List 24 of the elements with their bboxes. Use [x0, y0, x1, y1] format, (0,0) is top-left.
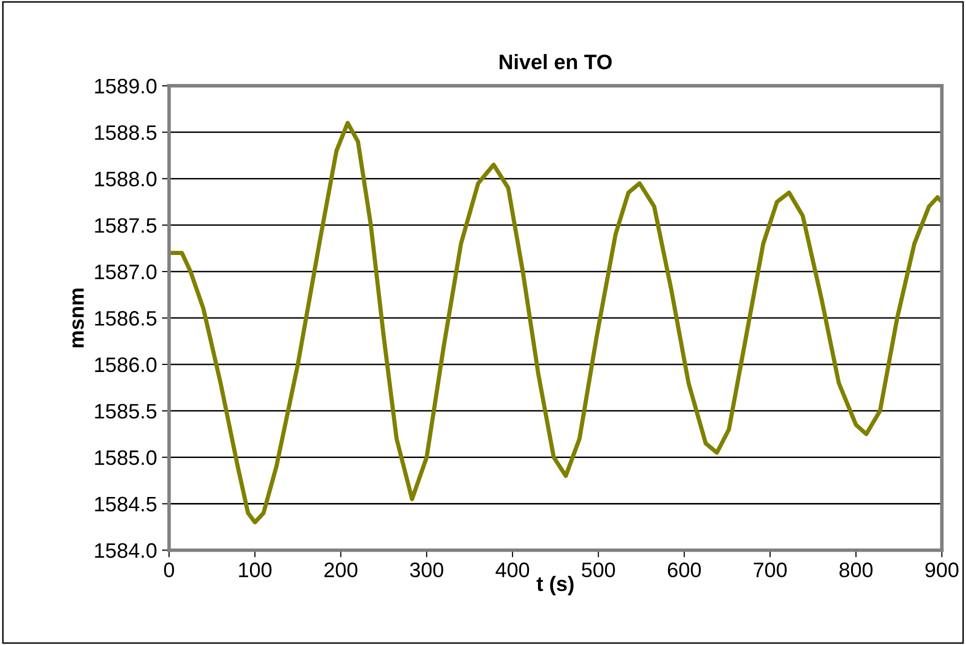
x-tick-label: 200	[324, 562, 358, 578]
y-tick-label: 1585.5	[95, 404, 156, 419]
x-axis-title: t (s)	[536, 576, 574, 596]
y-tick-label: 1589.0	[95, 78, 156, 94]
x-tick-label: 100	[239, 562, 272, 578]
y-tick-label: 1584.5	[95, 496, 156, 512]
chart-title: Nivel en TO	[500, 54, 612, 70]
y-tick-label: 1586.5	[95, 310, 156, 326]
x-tick-label: 600	[668, 562, 701, 578]
y-tick-label: 1588.0	[95, 172, 156, 186]
y-tick-label: 1588.5	[95, 125, 156, 140]
y-tick-label: 1584.0	[95, 543, 156, 558]
y-tick-label: 1586.0	[95, 357, 156, 372]
x-tick-label: 800	[840, 562, 873, 578]
y-tick-label: 1587.0	[95, 264, 156, 280]
x-tick-label: 0	[164, 562, 174, 578]
y-tick-label: 1587.5	[95, 218, 156, 233]
x-tick-label: 400	[496, 562, 530, 578]
x-tick-label: 900	[925, 562, 958, 578]
x-tick-label: 700	[754, 562, 787, 578]
y-tick-label: 1585.0	[95, 450, 156, 466]
y-axis-title: msnm	[72, 288, 84, 348]
x-tick-label: 500	[582, 562, 615, 578]
x-tick-label: 300	[410, 562, 444, 578]
